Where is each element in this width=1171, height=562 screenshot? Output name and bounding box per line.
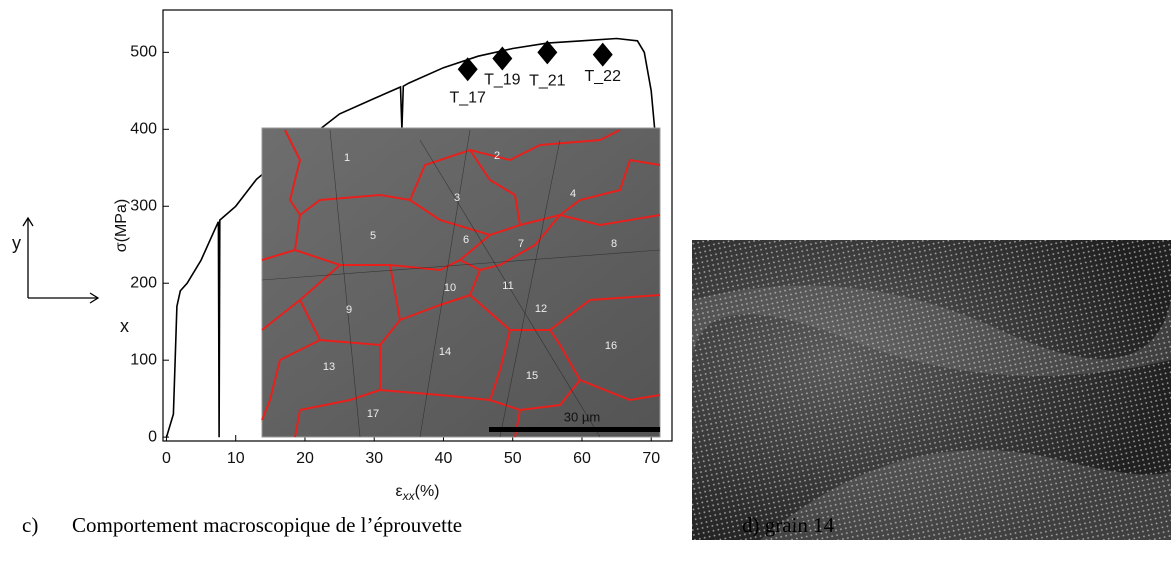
- grain-label: 17: [367, 408, 379, 420]
- stress-strain-line: [165, 37, 656, 438]
- caption-label: c): [22, 513, 38, 537]
- twin-line: [419, 139, 601, 438]
- caption-d: d) grain 14: [742, 513, 835, 537]
- scale-bar: [489, 427, 660, 432]
- y-tick-label: 500: [130, 44, 157, 61]
- inset-bg: [261, 127, 661, 438]
- grain-boundary: [379, 389, 491, 401]
- sem-image: [692, 240, 1171, 540]
- y-tick-label: 0: [148, 428, 157, 445]
- test-marker: [537, 40, 558, 65]
- x-tick-label: 0: [162, 450, 171, 467]
- scale-bar-label: 30 µm: [564, 409, 600, 424]
- grain-boundary: [294, 409, 301, 438]
- x-label-symbol: ε: [395, 483, 402, 500]
- grain-boundary: [514, 409, 521, 438]
- grain-label: 14: [439, 346, 451, 358]
- grain-boundary: [559, 214, 661, 227]
- x-tick-label: 10: [227, 450, 245, 467]
- grain-label: 12: [535, 303, 547, 315]
- grain-label: 7: [518, 238, 524, 250]
- grain-label: 4: [570, 188, 576, 200]
- y-tick-label: 100: [130, 351, 157, 368]
- grain-boundary: [261, 339, 321, 421]
- x-tick-label: 20: [296, 450, 314, 467]
- test-marker: [457, 57, 478, 82]
- grain-boundary: [459, 214, 561, 272]
- y-tick-label: 200: [130, 274, 157, 291]
- y-tick-label: 300: [130, 197, 157, 214]
- marker-label: T_22: [585, 68, 622, 85]
- x-tick-label: 40: [435, 450, 453, 467]
- orientation-icon: [22, 216, 100, 304]
- grain-label: 2: [494, 150, 500, 162]
- grain-label: 5: [370, 230, 376, 242]
- grain-boundary: [299, 345, 381, 411]
- orientation-x: x: [120, 316, 129, 336]
- grain-label: 15: [526, 370, 538, 382]
- test-marker: [592, 42, 613, 67]
- plot-frame: [162, 9, 673, 442]
- marker-label: T_17: [449, 89, 486, 106]
- caption-c: Comportement macroscopique de l’éprouvet…: [72, 513, 462, 537]
- marker-label: T_19: [484, 72, 521, 89]
- x-tick-label: 50: [504, 450, 522, 467]
- grain-label: 9: [346, 304, 352, 316]
- grain-label: 10: [444, 282, 456, 294]
- x-label-subscript: xx: [402, 489, 416, 503]
- grain-label: 13: [323, 361, 335, 373]
- grain-label: 6: [463, 234, 469, 246]
- marker-label: T_21: [529, 73, 566, 90]
- x-tick-label: 70: [642, 450, 660, 467]
- twin-line: [499, 139, 561, 438]
- twin-line: [329, 129, 361, 438]
- grain-label: 1: [344, 152, 350, 164]
- twin-line: [261, 249, 661, 281]
- grain-label: 16: [605, 340, 617, 352]
- twin-line: [419, 129, 471, 438]
- orientation-y: y: [12, 233, 21, 253]
- grain-label: 3: [454, 192, 460, 204]
- grain-label: 11: [502, 280, 513, 292]
- test-marker: [492, 46, 513, 71]
- y-axis-label: σ(MPa): [113, 199, 130, 252]
- grain-label: 8: [611, 238, 617, 250]
- x-axis-label: εxx(%): [395, 483, 439, 503]
- x-label-unit: (%): [415, 483, 440, 500]
- y-tick-label: 400: [130, 121, 157, 138]
- grain-boundary: [519, 158, 661, 226]
- x-tick-label: 30: [365, 450, 383, 467]
- grain-boundary: [469, 269, 481, 296]
- grain-boundary: [294, 234, 491, 272]
- x-tick-label: 60: [573, 450, 591, 467]
- grain-boundary: [488, 329, 582, 412]
- grain-boundary: [579, 379, 661, 402]
